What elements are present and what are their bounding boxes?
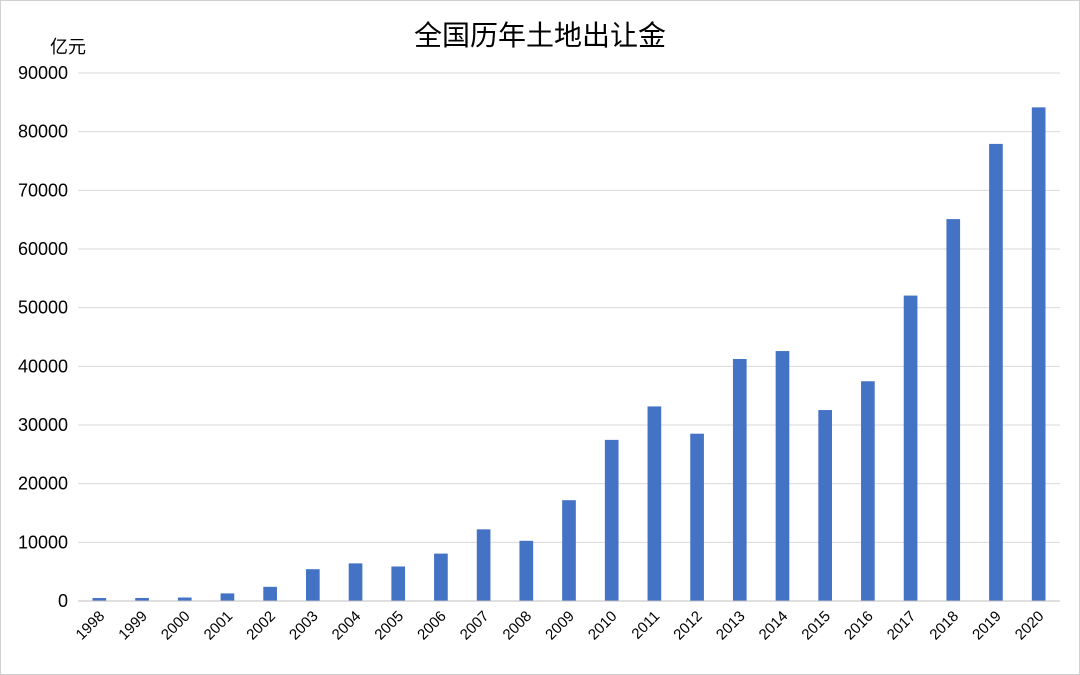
bar-2011 <box>647 406 662 601</box>
bar-2006 <box>434 553 448 601</box>
bar-2018 <box>946 219 961 602</box>
x-tick-label: 2007 <box>457 608 493 644</box>
chart-title: 全国历年土地出让金 <box>414 19 666 52</box>
bar-2003 <box>305 569 320 601</box>
bar-2009 <box>562 500 576 601</box>
bar-2012 <box>690 433 704 601</box>
y-axis-ticks: 0 10000 20000 30000 40000 50000 60000 70000 8000… <box>18 63 68 611</box>
y-axis-unit-label: 亿元 <box>50 37 86 58</box>
y-tick-label: 20000 <box>18 474 68 494</box>
bar-2010 <box>604 439 619 601</box>
y-tick-label: 0 <box>58 591 68 611</box>
x-tick-label: 1998 <box>73 608 109 644</box>
y-tick-label: 30000 <box>18 415 68 435</box>
x-tick-label: 2011 <box>628 608 663 643</box>
y-tick-label: 40000 <box>18 356 68 376</box>
x-tick-label: 2002 <box>243 608 279 644</box>
x-tick-label: 2013 <box>713 608 749 644</box>
x-tick-label: 2016 <box>841 608 877 644</box>
x-tick-label: 2003 <box>286 608 322 644</box>
gridlines <box>78 72 1060 543</box>
x-tick-label: 2008 <box>500 608 536 644</box>
y-tick-label: 90000 <box>18 63 68 83</box>
x-tick-label: 2001 <box>201 608 237 644</box>
y-tick-label: 50000 <box>18 298 68 318</box>
x-tick-label: 2004 <box>329 608 365 644</box>
bar-2001 <box>220 593 235 601</box>
bar-2000 <box>177 597 192 601</box>
x-tick-label: 2005 <box>371 608 407 644</box>
y-tick-label: 80000 <box>18 122 68 142</box>
y-tick-label: 70000 <box>18 180 68 200</box>
x-tick-label: 2020 <box>1012 608 1048 644</box>
bar-2014 <box>775 351 790 601</box>
x-tick-label: 2019 <box>969 608 1005 644</box>
bar-2008 <box>519 540 534 601</box>
x-tick-label: 2009 <box>542 608 578 644</box>
bar-2005 <box>391 566 406 601</box>
bar-2007 <box>476 529 491 601</box>
x-tick-label: 2014 <box>756 608 792 644</box>
bar-1999 <box>135 597 149 601</box>
bar-2017 <box>903 295 918 601</box>
bar-2020 <box>1031 107 1046 601</box>
bar-2019 <box>989 143 1003 601</box>
x-tick-label: 2006 <box>414 608 450 644</box>
x-tick-label: 2012 <box>670 608 706 644</box>
bar-2013 <box>732 359 747 601</box>
x-tick-label: 2000 <box>158 608 194 644</box>
bar-2015 <box>818 410 833 601</box>
x-tick-label: 2015 <box>798 608 834 644</box>
bars <box>92 107 1046 602</box>
bar-1998 <box>92 598 107 601</box>
x-tick-label: 2010 <box>585 608 621 644</box>
y-tick-label: 10000 <box>18 532 68 552</box>
x-tick-label: 2017 <box>884 608 920 644</box>
bar-2002 <box>263 586 277 601</box>
x-tick-label: 1999 <box>115 608 151 644</box>
bar-2016 <box>861 381 875 601</box>
y-tick-label: 60000 <box>18 239 68 259</box>
bar-2004 <box>348 563 363 601</box>
x-axis-ticks: 1998 1999 2000 2001 2002 2003 2004 2005 2006 2007… <box>73 608 1048 644</box>
x-tick-label: 2018 <box>926 608 962 644</box>
